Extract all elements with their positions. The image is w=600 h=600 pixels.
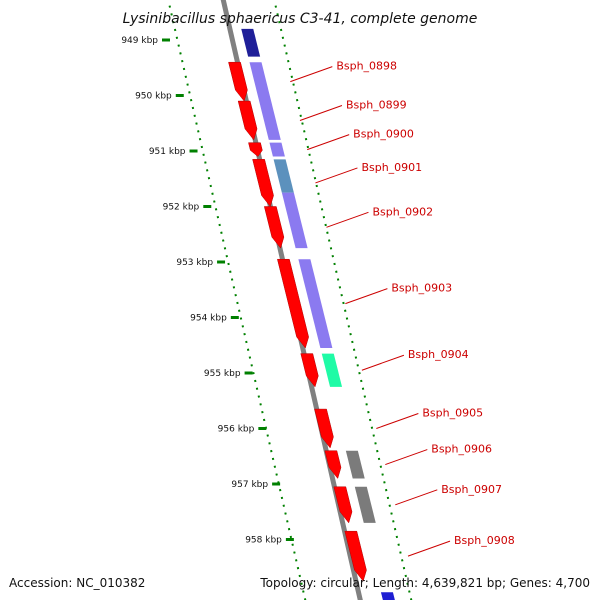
map-title: Lysinibacillus sphaericus C3-41, complet… [123, 11, 478, 27]
scale-tick-label: 952 kbp [163, 203, 200, 213]
gene-label: Bsph_0899 [346, 98, 407, 111]
gene-label: Bsph_0900 [353, 128, 414, 141]
gene-arrow [300, 353, 319, 388]
gene-arrow [333, 486, 353, 524]
topology-text: Topology: circular; Length: 4,639,821 bp… [259, 576, 590, 590]
feature-track [220, 0, 413, 600]
scale-tick-label: 949 kbp [121, 36, 158, 46]
gene-arrow [248, 142, 263, 157]
scale-tick-label: 957 kbp [231, 480, 268, 490]
gene-arrow [314, 408, 334, 449]
gene-label-leader [299, 105, 343, 121]
gene-label: Bsph_0903 [391, 282, 452, 295]
gene-label-leader [376, 413, 419, 429]
cds-feature [249, 62, 281, 140]
gene-label-leader [326, 211, 369, 228]
gene-label-leader [315, 167, 358, 184]
scale-tick-label: 956 kbp [218, 425, 255, 435]
gene-label-leader [395, 489, 438, 506]
gene-track [228, 61, 367, 582]
gene-arrow [252, 159, 274, 208]
gene-arrow [228, 61, 248, 102]
gene-label: Bsph_0905 [422, 407, 483, 420]
scale-tick-label: 958 kbp [245, 536, 282, 546]
scale-tick-label: 951 kbp [149, 147, 186, 157]
gene-arrow [237, 100, 258, 141]
scale-tick-label: 954 kbp [190, 314, 227, 324]
accession-text: Accession: NC_010382 [9, 576, 145, 590]
cds-feature [321, 353, 343, 387]
cds-feature [269, 142, 285, 157]
gene-label-leader [290, 66, 333, 83]
gene-label-leader [385, 449, 428, 466]
gene-label: Bsph_0902 [372, 205, 433, 218]
kbp-scale: 949 kbp 950 kbp 951 kbp 952 kbp 953 kbp 954 k… [121, 0, 307, 600]
scale-tick-label: 953 kbp [176, 258, 213, 268]
gene-label-leader [407, 540, 451, 557]
gene-arrow [344, 530, 367, 582]
gene-label: Bsph_0901 [361, 161, 422, 174]
scale-tick-label: 950 kbp [135, 92, 172, 102]
gene-label: Bsph_0904 [408, 348, 469, 361]
gene-label: Bsph_0907 [441, 483, 502, 496]
gene-label: Bsph_0906 [431, 443, 492, 456]
gene-label-leader [307, 134, 350, 151]
gene-arrow [263, 206, 285, 249]
gene-label-leader [361, 354, 405, 371]
scale-tick-label: 955 kbp [204, 369, 241, 379]
cds-feature [241, 28, 261, 57]
cds-feature [298, 259, 333, 349]
gene-labels: Bsph_0898 Bsph_0899 Bsph_0900 Bsph_0901 Bsph… [290, 60, 515, 557]
cds-feature [273, 159, 294, 193]
gene-label-leader [345, 288, 388, 305]
gene-arrow [324, 450, 342, 479]
gene-label: Bsph_0898 [336, 60, 397, 73]
cds-feature [380, 592, 395, 600]
cds-feature [281, 192, 308, 249]
gene-label: Bsph_0908 [454, 534, 515, 547]
gene-arrow [277, 258, 309, 349]
cds-feature [345, 450, 365, 479]
cds-feature [354, 486, 376, 523]
